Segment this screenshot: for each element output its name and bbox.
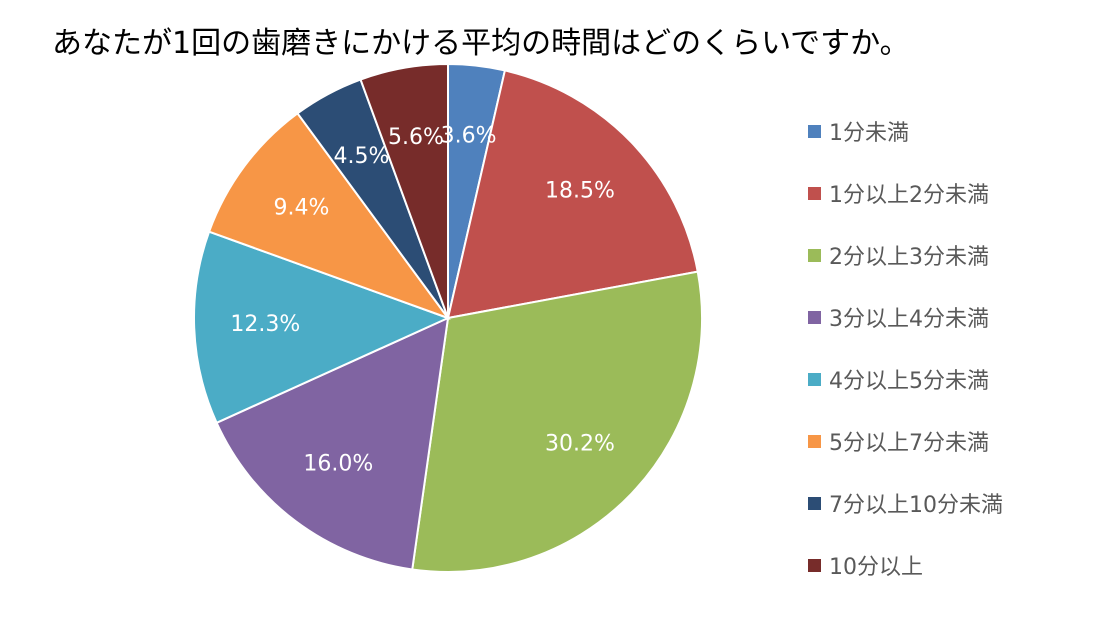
legend-label: 10分以上 bbox=[829, 555, 923, 580]
legend: 1分未満 1分以上2分未満 2分以上3分未満 3分以上4分未満 4分以上5分未満 5分以上… bbox=[808, 100, 1003, 596]
pie-slice bbox=[207, 111, 451, 321]
legend-item: 1分以上2分未満 bbox=[808, 162, 1003, 224]
pie-slice bbox=[446, 69, 699, 320]
chart-title: あなたが1回の歯磨きにかける平均の時間はどのくらいですか。 bbox=[52, 26, 910, 61]
legend-item: 10分以上 bbox=[808, 534, 1003, 596]
slice-data-label: 9.4% bbox=[274, 196, 330, 221]
legend-swatch bbox=[808, 124, 821, 138]
legend-item: 2分以上3分未満 bbox=[808, 224, 1003, 286]
legend-label: 1分未満 bbox=[829, 121, 909, 146]
pie-slice bbox=[359, 62, 449, 319]
slice-data-label: 12.3% bbox=[230, 312, 300, 337]
slice-data-label: 3.6% bbox=[441, 123, 497, 148]
slice-data-label: 30.2% bbox=[545, 432, 615, 457]
legend-item: 1分未満 bbox=[808, 100, 1003, 162]
pie-slice bbox=[215, 316, 450, 571]
legend-swatch bbox=[808, 310, 821, 324]
legend-label: 5分以上7分未満 bbox=[829, 431, 989, 456]
legend-item: 4分以上5分未満 bbox=[808, 348, 1003, 410]
legend-swatch bbox=[808, 372, 821, 386]
legend-swatch bbox=[808, 434, 821, 448]
legend-item: 5分以上7分未満 bbox=[808, 410, 1003, 472]
slice-data-label: 18.5% bbox=[545, 179, 615, 204]
legend-swatch bbox=[808, 248, 821, 262]
pie-slice bbox=[193, 230, 451, 425]
legend-label: 7分以上10分未満 bbox=[829, 493, 1003, 518]
legend-label: 1分以上2分未満 bbox=[829, 183, 989, 208]
pie-slice bbox=[411, 270, 703, 573]
legend-label: 3分以上4分未満 bbox=[829, 307, 989, 332]
slice-data-label: 5.6% bbox=[388, 125, 444, 150]
slice-data-label: 16.0% bbox=[303, 451, 373, 476]
legend-label: 2分以上3分未満 bbox=[829, 245, 989, 270]
legend-label: 4分以上5分未満 bbox=[829, 369, 989, 394]
legend-swatch bbox=[808, 558, 821, 572]
legend-item: 3分以上4分未満 bbox=[808, 286, 1003, 348]
legend-swatch bbox=[808, 186, 821, 200]
legend-swatch bbox=[808, 496, 821, 510]
slice-data-label: 4.5% bbox=[334, 144, 390, 169]
legend-item: 7分以上10分未満 bbox=[808, 472, 1003, 534]
